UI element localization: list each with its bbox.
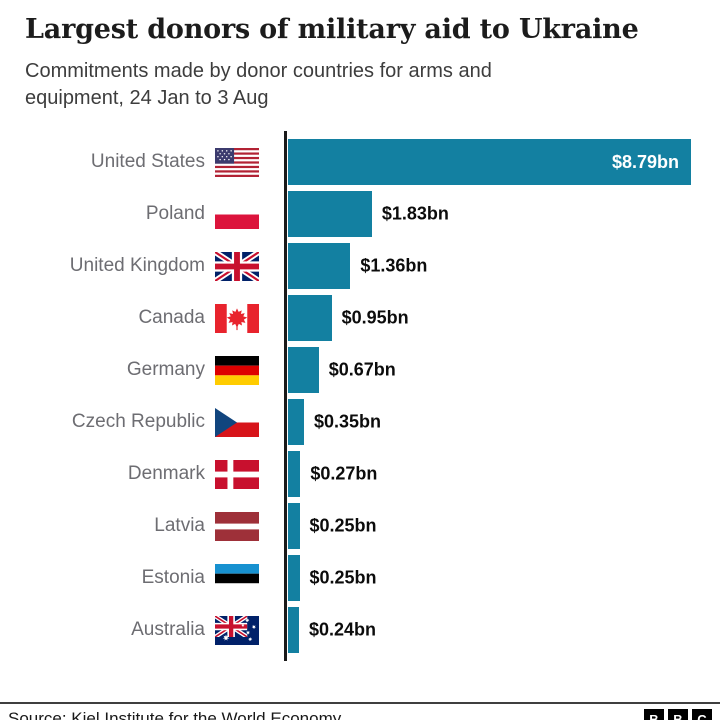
axis-line xyxy=(284,131,287,662)
chart-row: Canada $0.95bn xyxy=(0,292,720,344)
page-title: Largest donors of military aid to Ukrain… xyxy=(25,14,639,45)
chart-row: Latvia $0.25bn xyxy=(0,500,720,552)
value-label: $1.83bn xyxy=(381,203,449,224)
country-label: United Kingdom xyxy=(69,255,205,277)
bbc-logo-letter: C xyxy=(692,709,712,720)
bar-track: $1.36bn xyxy=(288,243,720,290)
bar-track: $0.24bn xyxy=(288,607,720,654)
value-label: $8.79bn xyxy=(611,151,679,172)
chart-card: Largest donors of military aid to Ukrain… xyxy=(0,14,720,720)
bar xyxy=(288,399,304,446)
country-label: Canada xyxy=(138,307,205,329)
bar-track: $8.79bn xyxy=(288,139,720,186)
country-label: United States xyxy=(90,151,205,173)
value-label: $1.36bn xyxy=(360,255,428,276)
bar-track: $0.67bn xyxy=(288,347,720,394)
bar xyxy=(288,347,319,394)
value-label: $0.25bn xyxy=(309,567,377,588)
dk-flag-icon xyxy=(215,459,259,489)
gb-flag-icon xyxy=(215,251,259,281)
bar-track: $0.35bn xyxy=(288,399,720,446)
bar: $8.79bn xyxy=(288,139,691,186)
country-label: Latvia xyxy=(154,515,205,537)
bbc-logo-letter: B xyxy=(644,709,664,720)
bar-track: $0.27bn xyxy=(288,451,720,498)
value-label: $0.67bn xyxy=(328,359,396,380)
value-label: $0.35bn xyxy=(314,411,382,432)
footer: Source: Kiel Institute for the World Eco… xyxy=(0,702,720,720)
chart-row: Czech Republic $0.35bn xyxy=(0,396,720,448)
bar xyxy=(288,607,299,654)
chart-row: Estonia $0.25bn xyxy=(0,552,720,604)
chart-row: United States $8.79bn xyxy=(0,136,720,188)
bar-track: $1.83bn xyxy=(288,191,720,238)
country-label: Denmark xyxy=(127,463,205,485)
lv-flag-icon xyxy=(215,511,259,541)
au-flag-icon xyxy=(215,615,259,645)
chart-row: Australia $0.24bn xyxy=(0,604,720,656)
chart-row: Poland $1.83bn xyxy=(0,188,720,240)
country-label: Poland xyxy=(145,203,205,225)
country-label: Estonia xyxy=(141,567,205,589)
bar xyxy=(288,191,372,238)
cz-flag-icon xyxy=(215,407,259,437)
value-label: $0.27bn xyxy=(310,463,378,484)
bar-track: $0.25bn xyxy=(288,555,720,602)
chart-row: Germany $0.67bn xyxy=(0,344,720,396)
country-label: Germany xyxy=(126,359,205,381)
bar xyxy=(288,295,332,342)
source-text: Source: Kiel Institute for the World Eco… xyxy=(8,709,342,720)
country-label: Australia xyxy=(131,619,205,641)
value-label: $0.95bn xyxy=(341,307,409,328)
bar xyxy=(288,243,351,290)
de-flag-icon xyxy=(215,355,259,385)
value-label: $0.24bn xyxy=(309,619,377,640)
bar-chart: United States $8.79bn Poland $1.83bn United … xyxy=(0,131,720,662)
bar xyxy=(288,451,301,498)
country-label: Czech Republic xyxy=(71,411,205,433)
bbc-logo-letter: B xyxy=(668,709,688,720)
ca-flag-icon xyxy=(215,303,259,333)
us-flag-icon xyxy=(215,147,259,177)
bar xyxy=(288,555,300,602)
pl-flag-icon xyxy=(215,199,259,229)
bar xyxy=(288,503,300,550)
bar-track: $0.95bn xyxy=(288,295,720,342)
page-subtitle: Commitments made by donor countries for … xyxy=(25,60,492,109)
bar-track: $0.25bn xyxy=(288,503,720,550)
value-label: $0.25bn xyxy=(309,515,377,536)
chart-row: United Kingdom $1.36bn xyxy=(0,240,720,292)
ee-flag-icon xyxy=(215,563,259,593)
chart-row: Denmark $0.27bn xyxy=(0,448,720,500)
